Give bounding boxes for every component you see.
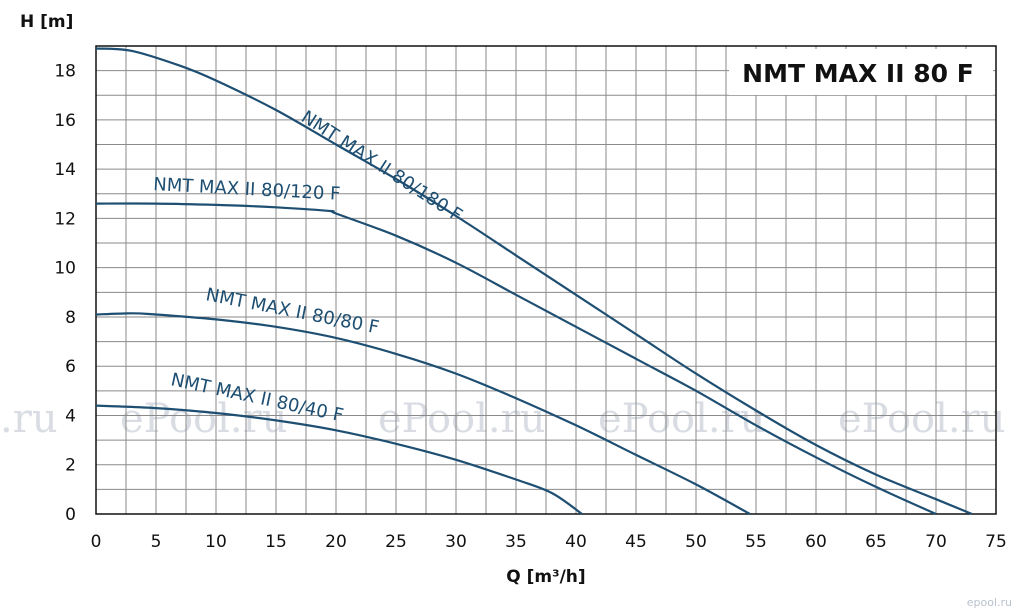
y-tick-labels: 0 2 4 6 8 10 12 14 16 18 bbox=[54, 62, 76, 525]
x-tick-label: 30 bbox=[445, 532, 467, 552]
y-tick-label: 12 bbox=[54, 209, 76, 229]
y-tick-label: 16 bbox=[54, 111, 76, 131]
x-tick-label: 50 bbox=[685, 532, 707, 552]
y-tick-label: 2 bbox=[65, 456, 76, 476]
y-axis-title: H [m] bbox=[20, 12, 73, 32]
y-tick-label: 4 bbox=[65, 406, 76, 426]
series-label-2: NMT MAX II 80/120 F bbox=[153, 174, 341, 205]
title-box bbox=[729, 49, 993, 95]
series-line-4 bbox=[95, 404, 583, 515]
watermark-text: ePool.ru bbox=[378, 396, 546, 442]
plot-frame bbox=[95, 45, 997, 515]
x-tick-label: 25 bbox=[385, 532, 407, 552]
x-tick-label: 5 bbox=[151, 532, 162, 552]
x-tick-label: 40 bbox=[565, 532, 587, 552]
x-axis-title: Q [m³/h] bbox=[506, 567, 585, 587]
watermark-layer: ePool.ru ePool.ru ePool.ru ePool.ru.ru bbox=[0, 396, 1006, 442]
y-tick-label: 14 bbox=[54, 160, 76, 180]
x-tick-label: 15 bbox=[265, 532, 287, 552]
x-tick-label: 10 bbox=[205, 532, 227, 552]
corner-watermark: epool.ru bbox=[967, 596, 1012, 609]
series-line-2 bbox=[95, 202, 937, 516]
x-tick-label: 60 bbox=[805, 532, 827, 552]
series-line-3 bbox=[95, 312, 751, 515]
x-tick-label: 35 bbox=[505, 532, 527, 552]
y-tick-label: 18 bbox=[54, 62, 76, 82]
y-tick-label: 8 bbox=[65, 308, 76, 328]
watermark-text: .ru bbox=[0, 396, 58, 442]
y-tick-label: 10 bbox=[54, 259, 76, 279]
x-tick-label: 55 bbox=[745, 532, 767, 552]
watermark-text: ePool.ru bbox=[598, 396, 766, 442]
x-tick-label: 45 bbox=[625, 532, 647, 552]
x-tick-label: 75 bbox=[985, 532, 1007, 552]
x-tick-label: 65 bbox=[865, 532, 887, 552]
x-tick-labels: 0 5 10 15 20 25 30 35 40 45 50 55 60 65 70 75 bbox=[91, 532, 1007, 552]
chart-title: NMT MAX II 80 F bbox=[742, 59, 974, 88]
series-lines bbox=[95, 47, 973, 516]
series-label-1: NMT MAX II 80/180 F bbox=[297, 107, 466, 227]
watermark-text: ePool.ru bbox=[838, 396, 1006, 442]
grid bbox=[95, 45, 997, 515]
y-tick-label: 6 bbox=[65, 357, 76, 377]
y-tick-label: 0 bbox=[65, 505, 76, 525]
x-tick-label: 0 bbox=[91, 532, 102, 552]
series-line-1 bbox=[95, 47, 973, 516]
x-tick-label: 20 bbox=[325, 532, 347, 552]
x-tick-label: 70 bbox=[925, 532, 947, 552]
